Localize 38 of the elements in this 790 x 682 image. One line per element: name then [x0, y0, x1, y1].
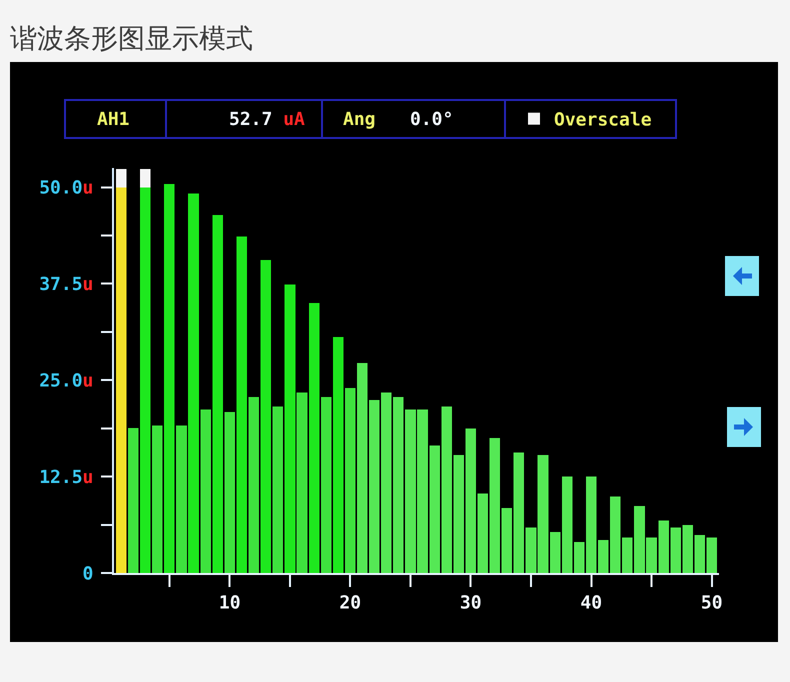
bar [284, 284, 296, 573]
bar [188, 193, 199, 573]
x-tick-label: 10 [218, 592, 241, 614]
bar [224, 412, 235, 573]
bar [176, 426, 187, 573]
bar [200, 409, 211, 573]
bar [332, 336, 344, 573]
bar [344, 388, 356, 573]
text: 52.7 uA [229, 109, 306, 130]
chart-title: 谐波条形图显示模式 [10, 23, 253, 54]
y-tick-label: 37.5u [39, 274, 94, 296]
text: AH1 [97, 109, 130, 130]
bar [140, 168, 151, 188]
y-tick-label: 25.0u [39, 370, 94, 392]
bar [116, 187, 127, 573]
x-tick-label: 30 [460, 592, 482, 614]
bar [164, 184, 175, 573]
x-tick-label: 40 [580, 592, 602, 614]
bar [140, 187, 151, 573]
y-tick-label: 12.5u [39, 466, 94, 488]
text: 0.0° [410, 109, 454, 130]
bar [272, 406, 284, 573]
x-tick-label: 20 [339, 592, 362, 614]
bar [236, 236, 248, 573]
bar [212, 215, 223, 573]
bar [308, 303, 320, 573]
bar [296, 392, 308, 573]
y-tick-label: 50.0u [39, 178, 94, 199]
bar [320, 397, 332, 573]
bar [248, 397, 260, 573]
bar [128, 428, 139, 573]
x-tick-label: 50 [700, 592, 723, 614]
legend-label: Overscale [554, 110, 652, 131]
bar [260, 260, 272, 573]
bar [152, 426, 163, 573]
bar [116, 168, 127, 188]
y-tick-label: 0 [82, 563, 94, 584]
text: Ang [343, 109, 376, 130]
